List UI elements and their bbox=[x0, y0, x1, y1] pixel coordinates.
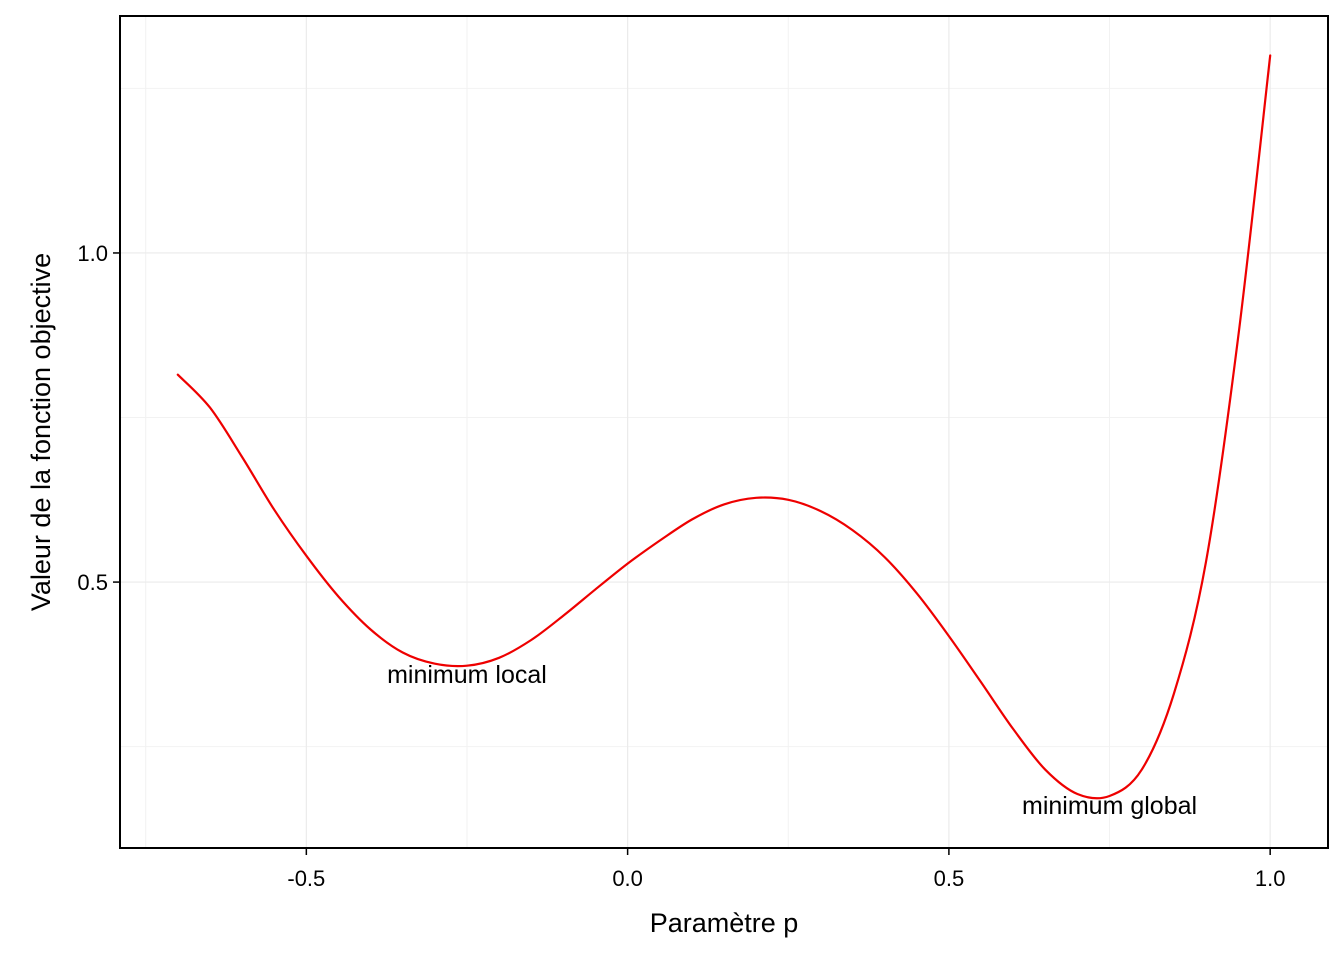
annotation-layer: minimum local minimum global bbox=[387, 661, 1197, 820]
x-axis-ticks: -0.5 0.0 0.5 1.0 bbox=[287, 848, 1285, 891]
y-axis-ticks: 0.5 1.0 bbox=[77, 241, 120, 595]
panel-border bbox=[119, 15, 1329, 849]
y-tick-label: 0.5 bbox=[77, 570, 108, 595]
x-tick-label: 1.0 bbox=[1255, 866, 1286, 891]
x-tick-label: 0.0 bbox=[612, 866, 643, 891]
x-axis-title: Paramètre p bbox=[650, 908, 799, 938]
annotation-label: minimum local bbox=[387, 661, 547, 689]
series-layer bbox=[176, 54, 1272, 800]
grid-lines bbox=[120, 16, 1328, 848]
y-tick-label: 1.0 bbox=[77, 241, 108, 266]
annotation-label: minimum global bbox=[1022, 792, 1197, 820]
objective-function-line bbox=[176, 54, 1272, 800]
x-tick-label: -0.5 bbox=[287, 866, 325, 891]
x-tick-label: 0.5 bbox=[934, 866, 965, 891]
y-axis-title: Valeur de la fonction objective bbox=[26, 253, 56, 611]
